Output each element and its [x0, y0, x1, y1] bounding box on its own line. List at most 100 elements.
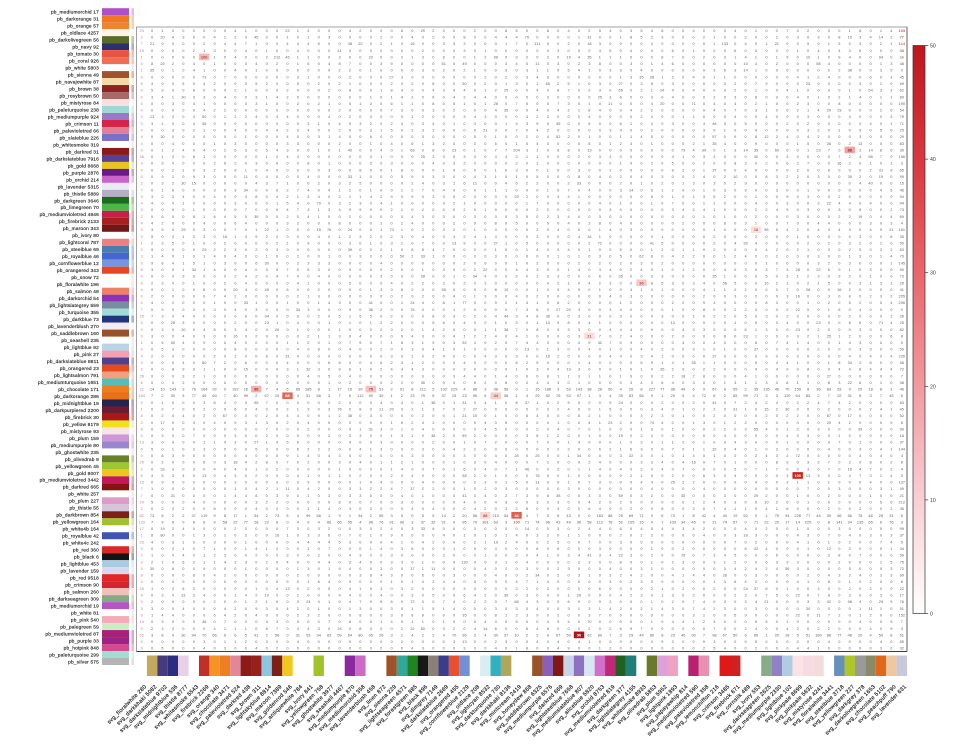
- svg-text:0: 0: [141, 559, 144, 564]
- svg-text:194: 194: [139, 393, 146, 398]
- svg-text:0: 0: [141, 639, 144, 644]
- svg-text:0: 0: [141, 141, 144, 146]
- svg-text:pb_mediumvioletred 4946: pb_mediumvioletred 4946: [40, 212, 99, 218]
- svg-text:020402067000204409123803000020: 0204020670002044091238030000200121150100…: [151, 413, 904, 418]
- svg-text:8: 8: [141, 573, 143, 578]
- svg-text:1: 1: [141, 240, 143, 245]
- svg-text:pb_royalblue 46: pb_royalblue 46: [62, 254, 99, 260]
- svg-text:pb_salmon 260: pb_salmon 260: [64, 590, 99, 596]
- svg-text:090000262030600801000303000403: 0900002620306008010003030004032000020100…: [151, 161, 903, 166]
- svg-text:103: 103: [899, 28, 906, 33]
- svg-text:15: 15: [140, 480, 144, 485]
- svg-text:0: 0: [930, 612, 933, 618]
- svg-text:341303304003142000000010142060: 3413033040031420000000101420604244000003…: [151, 94, 904, 99]
- svg-text:309001143027145900004003000020: 3090011430271459000040030000200107200070…: [151, 440, 904, 445]
- svg-text:pb_oldlace 4257: pb_oldlace 4257: [61, 31, 99, 37]
- svg-text:008931100150003132309619244430: 0089311001500031323096192444300030000103…: [151, 367, 904, 372]
- svg-text:pb_silver 575: pb_silver 575: [68, 659, 99, 665]
- svg-text:100: 100: [794, 473, 801, 478]
- svg-text:003021004004423400200315023200: 0030210040044234002003150232000021307042…: [151, 127, 904, 132]
- svg-text:13: 13: [140, 440, 144, 445]
- svg-text:000007307000000310002000273000: 0000073070000003100020002730000000202034…: [151, 74, 904, 79]
- svg-text:133004500122403400040200000120: 1330045001224034000402000001200034300032…: [150, 114, 904, 119]
- svg-text:453401304302000410110200204000: 4534013043020004101102002040000582010007…: [151, 473, 903, 478]
- svg-text:pb_orangered 343: pb_orangered 343: [57, 268, 99, 274]
- svg-text:7: 7: [141, 307, 143, 312]
- svg-text:40: 40: [930, 157, 936, 163]
- svg-text:016000303340002740412010012704: 0160003033400027404120100127040001110001…: [151, 187, 904, 192]
- svg-text:pb_royalblue 42: pb_royalblue 42: [62, 534, 99, 540]
- svg-text:000330002420474040000030002800: 0003300024204740400000300028001034400201…: [151, 274, 904, 279]
- svg-text:pb_darkseagreen 309: pb_darkseagreen 309: [49, 597, 99, 603]
- svg-text:8: 8: [141, 426, 143, 431]
- svg-text:7: 7: [141, 486, 143, 491]
- svg-text:21: 21: [140, 387, 144, 392]
- svg-text:3: 3: [141, 161, 143, 166]
- svg-text:0: 0: [141, 327, 144, 332]
- svg-text:pb_red 9518: pb_red 9518: [70, 576, 99, 582]
- svg-text:390290300701221000157602400173: 3902903007012210001576024001731020320100…: [151, 227, 905, 232]
- svg-text:2: 2: [141, 466, 143, 471]
- svg-text:017003040031302040000000162420: 0170030400313020400000001624200094050000…: [151, 420, 903, 425]
- svg-text:300400042093042010013003011514: 3004000420930420100130030115140003030400…: [151, 606, 904, 611]
- svg-text:0: 0: [141, 300, 144, 305]
- svg-text:4: 4: [141, 167, 144, 172]
- svg-text:pb_maroon 343: pb_maroon 343: [63, 226, 99, 232]
- svg-text:055040000400001120107507183190: 0550400004000011201075071831903924020743…: [151, 340, 904, 345]
- svg-text:pb_mediumvioletred 87: pb_mediumvioletred 87: [45, 631, 99, 637]
- svg-text:pb_orange 57: pb_orange 57: [67, 24, 99, 30]
- svg-text:25: 25: [140, 314, 144, 319]
- svg-text:0: 0: [141, 599, 144, 604]
- svg-text:pb_cornflowerblue 12: pb_cornflowerblue 12: [50, 261, 100, 267]
- svg-text:pb_darkslateblue 8811: pb_darkslateblue 8811: [47, 359, 99, 365]
- svg-text:pb_white 81: pb_white 81: [71, 611, 99, 617]
- svg-text:300403001602900021130400094300: 3004030016029000211304000943004122404100…: [151, 333, 903, 338]
- svg-text:pb_ghostwhite 235: pb_ghostwhite 235: [56, 450, 99, 456]
- svg-text:pb_tomato 30: pb_tomato 30: [68, 52, 100, 58]
- svg-text:230010020400004100050004022020: 2300100204000041000500040220202030000042…: [151, 280, 904, 285]
- svg-text:402000100331001001430041001244: 4020001003310010014300410012440817700921…: [151, 300, 905, 305]
- svg-text:pb_navy 92: pb_navy 92: [72, 45, 99, 51]
- svg-text:050004030040200000000020043000: 0500040300402000000000200430003004018004…: [151, 646, 904, 651]
- svg-text:004000103000033000200104061320: 0040001030000330002001040613200006010400…: [151, 141, 904, 146]
- svg-text:pb_sienna 49: pb_sienna 49: [68, 72, 99, 78]
- svg-text:pb_mediumvioletred 3442: pb_mediumvioletred 3442: [40, 478, 99, 484]
- svg-text:0: 0: [141, 433, 144, 438]
- svg-text:027002006040021303760801120021: 0270020060400213037608011200213702270000…: [151, 407, 904, 412]
- svg-text:29: 29: [140, 460, 144, 465]
- svg-text:pb_gold 8007: pb_gold 8007: [68, 471, 99, 477]
- svg-text:pb_palegreen 59: pb_palegreen 59: [60, 624, 99, 630]
- svg-text:pb_rosybrown 50: pb_rosybrown 50: [60, 93, 100, 99]
- svg-text:7: 7: [141, 41, 143, 46]
- svg-text:3: 3: [141, 606, 143, 611]
- svg-text:pb_darkpurplered 2200: pb_darkpurplered 2200: [46, 408, 100, 414]
- svg-text:pb_palevioletred 66: pb_palevioletred 66: [54, 128, 99, 134]
- svg-text:pb_plum 159: pb_plum 159: [69, 436, 99, 442]
- svg-text:pb_lightblue 92: pb_lightblue 92: [64, 345, 99, 351]
- svg-text:pb_paleturquoise 238: pb_paleturquoise 238: [49, 107, 99, 113]
- svg-text:060081645039002041002000004303: 0600816450390020410020000043030030003502…: [151, 214, 904, 219]
- svg-text:pb_gold 8668: pb_gold 8668: [68, 163, 99, 169]
- svg-text:pb_chocolate 171: pb_chocolate 171: [58, 387, 99, 393]
- svg-text:2: 2: [141, 34, 143, 39]
- svg-text:030070003002000002033001310382: 0300700030020000020330013103820892000038…: [151, 433, 904, 438]
- svg-text:389309470666659125603153948359: 3893094706666591256031539483596480952631…: [151, 632, 904, 637]
- svg-text:pb_pink 27: pb_pink 27: [74, 352, 99, 358]
- svg-text:323400400380421340211429090305: 3234004003804213402114290903050000029200…: [151, 194, 905, 199]
- svg-text:20: 20: [140, 500, 145, 505]
- svg-text:101: 101: [482, 519, 489, 524]
- svg-text:28: 28: [140, 586, 144, 591]
- svg-text:15: 15: [140, 48, 144, 53]
- svg-text:21: 21: [587, 333, 592, 338]
- svg-text:100: 100: [513, 519, 519, 524]
- svg-text:796088958227728228049466669549: 7960889582277282280494666695496769196337…: [151, 519, 903, 524]
- svg-text:pb_purple 33: pb_purple 33: [69, 638, 99, 644]
- svg-text:736224711998171542735499661915: 7362247119981715427354996619154255350551…: [150, 513, 903, 518]
- svg-text:1: 1: [141, 407, 143, 412]
- svg-text:3: 3: [141, 254, 143, 259]
- svg-text:pb_white 257: pb_white 257: [68, 492, 99, 498]
- svg-text:pb_white 5803: pb_white 5803: [65, 65, 99, 71]
- svg-text:2: 2: [141, 181, 143, 186]
- svg-text:141014337616492019216746851858: 1410143376164920192167468518581171639532…: [150, 387, 904, 392]
- svg-text:23: 23: [140, 539, 144, 544]
